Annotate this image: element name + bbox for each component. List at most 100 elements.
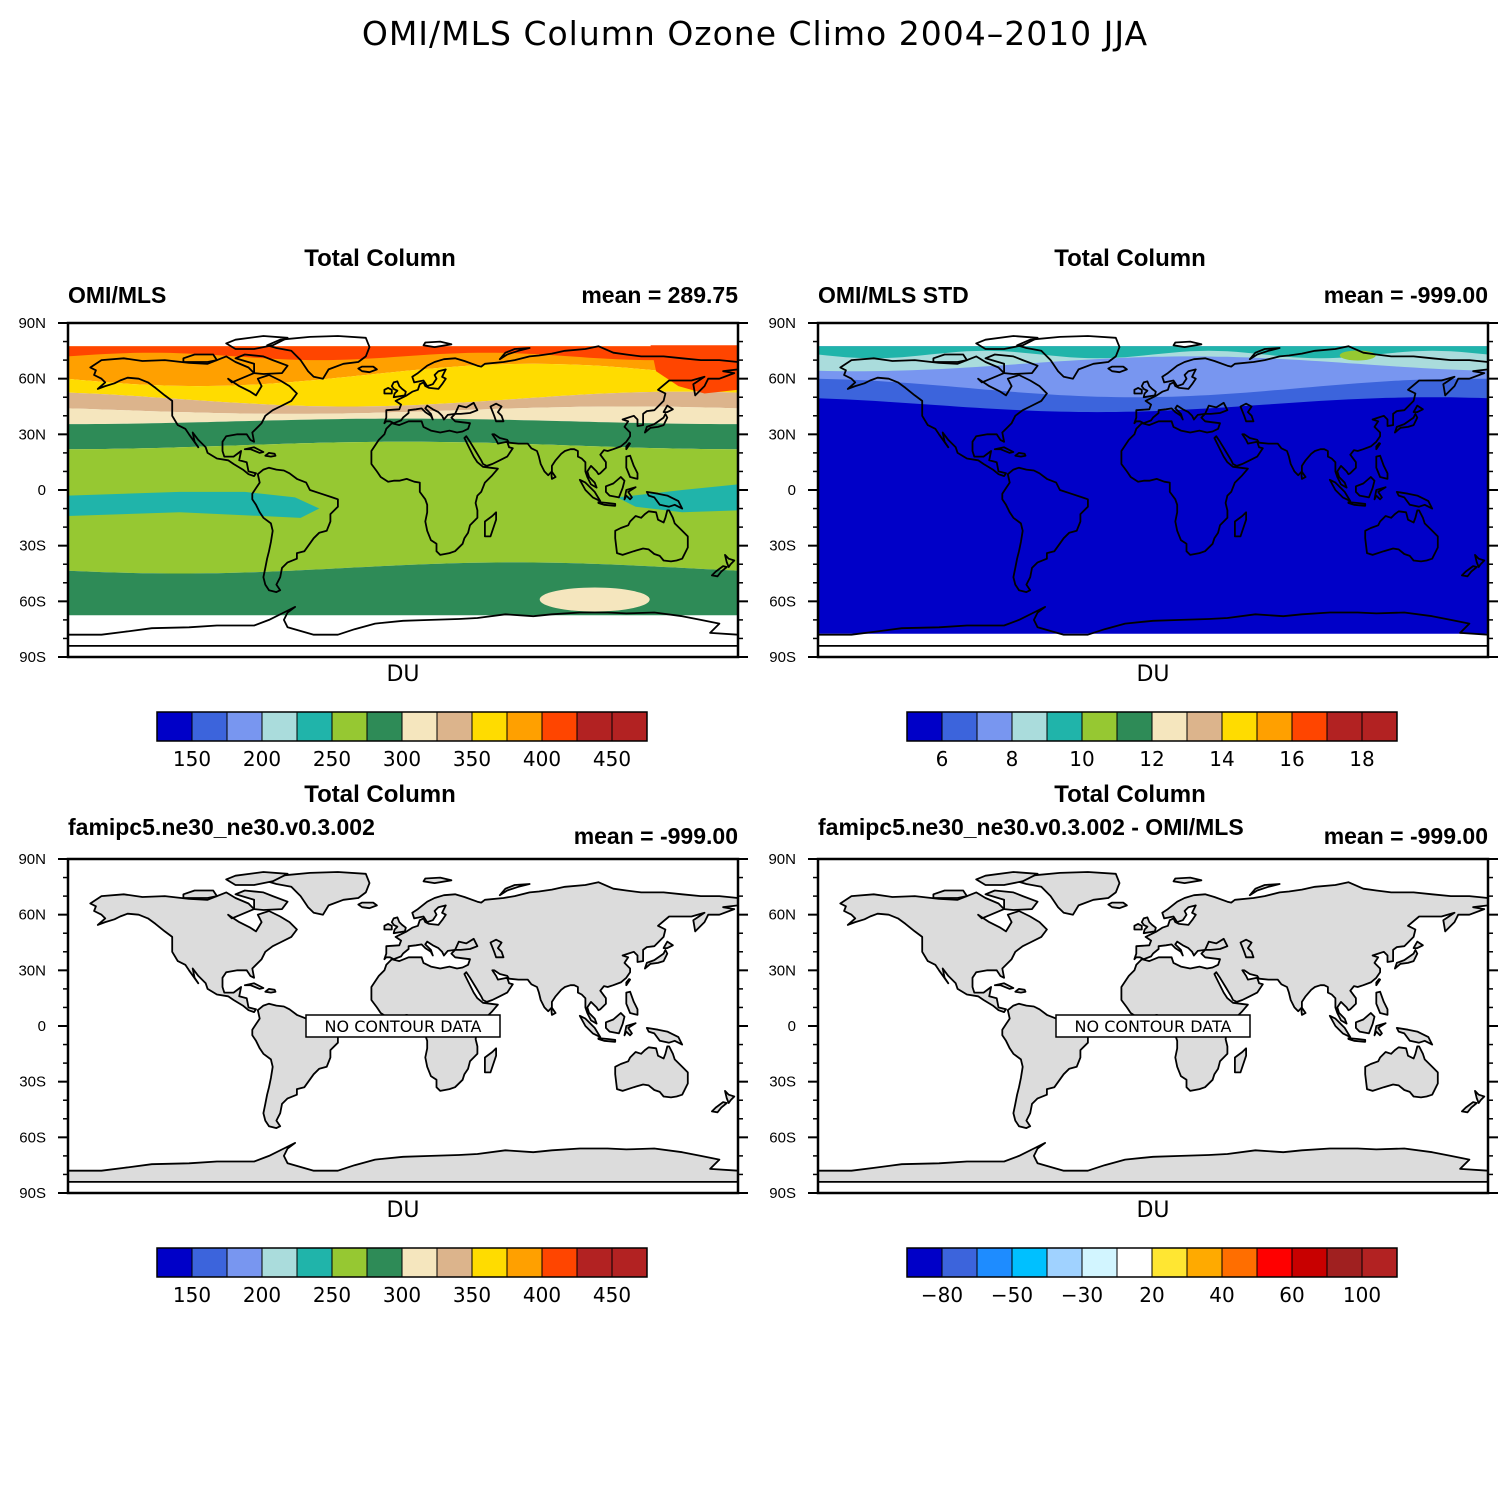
colorbar-tick-label: 300 [383, 1283, 421, 1307]
colorbar-tick-label: 450 [593, 747, 631, 771]
colorbar: 6 8 10 12 14 16 18 [906, 711, 1398, 771]
coastline-victoria-isl [182, 353, 218, 363]
panel-title: Total Column [304, 245, 456, 272]
coastline-philippines [1375, 990, 1389, 1016]
coastline-iceland [1107, 365, 1128, 374]
coastline-sulawesi [1373, 486, 1387, 501]
coastline-ellesmere [975, 335, 1039, 350]
colorbar-swatch [436, 711, 473, 742]
colorbar-swatch [1011, 711, 1048, 742]
lat-label: 0 [38, 1018, 46, 1035]
colorbar-swatch [941, 1247, 978, 1278]
coastline-antarctica [818, 1142, 1488, 1183]
band-350 [68, 363, 738, 407]
colorbar-swatch [1326, 1247, 1363, 1278]
colorbar-swatch [1011, 1247, 1048, 1278]
coastline-ireland [1133, 387, 1143, 395]
coastline-north-america [839, 891, 1048, 1013]
lat-label: 0 [788, 1018, 796, 1035]
colorbar-tick-label: 200 [243, 1283, 281, 1307]
coastline-new-zealand-n [1474, 554, 1486, 568]
colorbar-swatch [976, 1247, 1013, 1278]
colorbar-border [906, 1247, 1398, 1278]
coastline-caspian [489, 402, 505, 423]
coastline-ellesmere [975, 871, 1039, 886]
coastline-iceland [1107, 901, 1128, 910]
colorbar-swatch [1116, 1247, 1153, 1278]
coastline-ireland [383, 923, 393, 931]
coastline-borneo [605, 476, 626, 499]
colorbar-tick-label: 60 [1279, 1283, 1304, 1307]
coastline-baffin [984, 353, 1039, 375]
coastline-australia [614, 509, 689, 563]
colorbar-units: DU [386, 662, 420, 687]
panel-title: Total Column [304, 781, 456, 808]
colorbar-swatch [296, 1247, 333, 1278]
coastline-victoria-isl [932, 353, 968, 363]
colorbar-tick-label: 12 [1139, 747, 1164, 771]
coastline-hispaniola [264, 988, 277, 994]
colorbar-swatch [1186, 711, 1223, 742]
lat-label: 90N [768, 315, 796, 332]
colorbar-swatch [331, 1247, 368, 1278]
coastline-hokkaido [1412, 404, 1424, 413]
coastline-japan-honshu [644, 949, 669, 970]
colorbar-swatch [1151, 711, 1188, 742]
colorbar-swatch [226, 1247, 263, 1278]
colorbar-tick-label: 250 [313, 747, 351, 771]
coastline-novaya-zemlya [498, 347, 531, 361]
coastline-sulawesi [623, 1022, 637, 1037]
panel-omi-mls: Total Column OMI/MLS mean = 289.75 90N 60… [0, 245, 760, 785]
coastline-new-guinea [1395, 491, 1434, 510]
colorbar-tick-label: 450 [593, 1283, 631, 1307]
coastline-sri-lanka [550, 470, 557, 480]
panel-mean-label: mean = -999.00 [573, 823, 738, 849]
colorbar-tick-label: 14 [1209, 747, 1234, 771]
ozone-map: 90N 60N 30N 0 30S 60S 90S [18, 315, 748, 666]
coastline-africa-madagascar [484, 511, 497, 538]
coastline-australia [614, 1045, 689, 1099]
coastline-greenland [1016, 335, 1121, 380]
colorbar-swatch [906, 1247, 943, 1278]
coastline-eurasia [1120, 345, 1488, 556]
coastline-iceland [357, 365, 378, 374]
coastline-greenland [266, 871, 371, 916]
coastline-africa-madagascar [1234, 511, 1247, 538]
coastline-hokkaido [662, 404, 674, 413]
colorbar-swatch [906, 711, 943, 742]
coastline-philippines [625, 454, 639, 480]
colorbar-tick-label: 100 [1343, 1283, 1381, 1307]
coastline-australia [1364, 509, 1439, 563]
coastline-sumatra [1328, 478, 1352, 502]
coastline-australia [1364, 1045, 1439, 1099]
coastline-svalbard [1172, 340, 1203, 348]
coastline-eurasia [370, 881, 738, 1092]
colorbar-swatch [1046, 711, 1083, 742]
lat-label: 30S [769, 1074, 796, 1091]
colorbar-swatch [1256, 711, 1293, 742]
lat-label: 90N [18, 315, 46, 332]
colorbar-swatch [1291, 1247, 1328, 1278]
colorbar-tick-label: 40 [1209, 1283, 1234, 1307]
colorbar-swatch [436, 1247, 473, 1278]
colorbar: −80 −50 −30 20 40 60 100 [906, 1247, 1398, 1307]
colorbar-swatch [261, 1247, 298, 1278]
coastline-svalbard [1172, 876, 1203, 884]
lat-label: 30N [768, 962, 796, 979]
band-325 [68, 391, 738, 414]
coastline-cuba [993, 982, 1015, 990]
panel-mean-label: mean = -999.00 [1323, 282, 1488, 308]
coastline-taiwan [1375, 442, 1381, 451]
colorbar: 150 200 250 300 350 400 450 [156, 711, 648, 771]
colorbar-swatch [1116, 711, 1153, 742]
lat-label: 90S [769, 649, 796, 666]
colorbar-tick-label: −80 [921, 1283, 963, 1307]
colorbar-swatch [506, 1247, 543, 1278]
coastline-north-america [89, 355, 298, 477]
coastline-baffin [234, 353, 289, 375]
lat-label: 90S [19, 649, 46, 666]
lat-label: 30N [18, 426, 46, 443]
coastline-black-sea [454, 401, 479, 415]
panel-mean-label: mean = -999.00 [1323, 823, 1488, 849]
coastline-borneo [1355, 476, 1376, 499]
